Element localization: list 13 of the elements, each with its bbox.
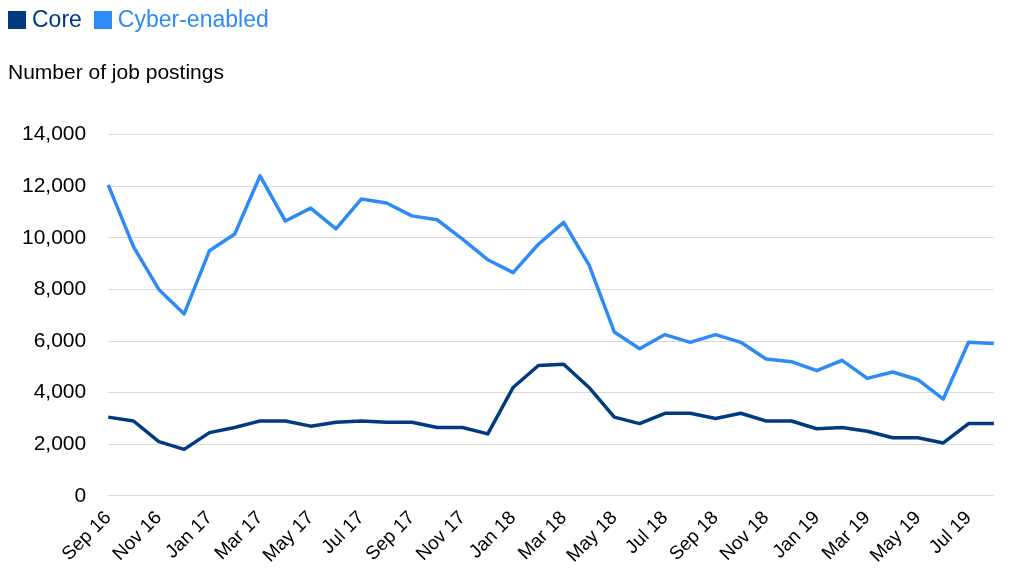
legend-label: Core (32, 6, 82, 33)
x-tick-label: Nov 17 (411, 506, 470, 564)
y-tick-label: 12,000 (22, 173, 87, 196)
y-tick-label: 14,000 (22, 121, 87, 145)
y-tick-label: 2,000 (33, 431, 87, 455)
x-tick-label: Jul 19 (924, 506, 976, 558)
y-tick-label: 10,000 (22, 224, 87, 248)
legend-label: Cyber-enabled (117, 6, 269, 33)
y-tick-label: 4,000 (33, 379, 87, 403)
y-tick-label: 6,000 (33, 327, 87, 351)
y-axis-title: Number of job postings (8, 60, 224, 84)
y-tick-label: 0 (74, 482, 87, 506)
y-tick-label: 8,000 (33, 276, 87, 300)
